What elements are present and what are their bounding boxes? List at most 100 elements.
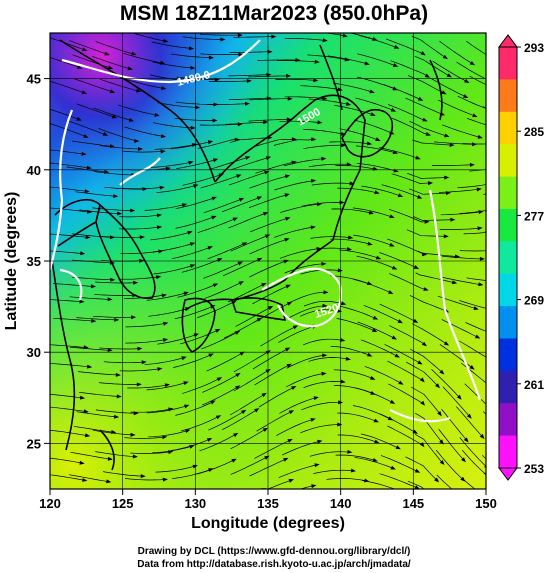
streamline-arrow	[91, 318, 97, 323]
streamline	[69, 40, 108, 55]
streamline-arrow	[235, 372, 241, 378]
streamline-arrow	[492, 109, 497, 113]
streamline	[466, 40, 486, 55]
streamline-arrow	[389, 242, 395, 247]
streamline	[202, 374, 239, 393]
streamline	[357, 53, 396, 67]
streamline	[50, 406, 86, 412]
streamline	[308, 357, 349, 362]
streamline	[387, 360, 423, 381]
streamline	[310, 236, 351, 239]
streamline	[441, 124, 481, 138]
streamline	[434, 141, 475, 145]
streamline	[462, 478, 476, 489]
colorbar-segment	[499, 306, 517, 339]
streamline-arrow	[437, 411, 442, 417]
streamline	[456, 406, 483, 438]
streamline	[156, 185, 196, 194]
streamline	[98, 128, 137, 142]
streamline-arrow	[109, 89, 116, 94]
streamline	[254, 139, 294, 147]
streamline	[360, 433, 399, 449]
streamline-arrow	[284, 238, 290, 242]
streamline	[286, 305, 325, 320]
streamline	[50, 207, 90, 213]
streamline-arrow	[81, 151, 87, 156]
streamline-arrow	[420, 400, 425, 406]
streamline	[202, 386, 238, 406]
streamline-arrow	[340, 301, 347, 306]
streamline-arrow	[394, 44, 400, 49]
streamline	[249, 260, 287, 278]
streamline-arrow	[237, 261, 243, 266]
streamline	[201, 331, 238, 350]
streamline-arrow	[106, 479, 112, 484]
streamline	[53, 283, 94, 287]
streamline-arrow	[156, 213, 162, 218]
streamline	[50, 108, 80, 120]
streamline-arrow	[311, 179, 317, 183]
streamline-arrow	[317, 439, 323, 444]
streamline	[492, 493, 528, 509]
streamline-arrow	[87, 364, 93, 369]
streamline	[441, 408, 467, 441]
streamline-arrow	[212, 118, 218, 123]
streamline	[181, 416, 219, 432]
streamline-arrow	[233, 432, 239, 438]
streamline	[118, 276, 159, 280]
streamline-arrow	[137, 346, 143, 351]
streamline-arrow	[428, 181, 434, 186]
streamline	[466, 277, 486, 281]
streamline	[405, 97, 443, 115]
streamline-arrow	[526, 156, 531, 160]
streamline-arrow	[245, 156, 251, 160]
streamline	[119, 368, 160, 372]
streamline	[249, 458, 286, 477]
streamline	[437, 503, 472, 522]
colorbar-segment	[499, 403, 517, 437]
streamline	[201, 492, 239, 504]
streamline	[73, 425, 114, 433]
streamline	[326, 478, 367, 482]
streamline-arrow	[107, 456, 113, 461]
streamline	[352, 405, 391, 420]
streamline	[74, 78, 113, 93]
streamline-arrow	[527, 94, 532, 98]
streamline-arrow	[424, 219, 430, 224]
streamline	[439, 227, 480, 230]
streamline-arrow	[364, 61, 370, 66]
height-contours	[50, 39, 482, 423]
streamline	[352, 207, 393, 218]
streamline	[230, 428, 266, 450]
streamline	[337, 412, 377, 422]
streamline	[50, 233, 88, 238]
streamline	[331, 208, 372, 214]
streamline-arrow	[107, 65, 114, 70]
streamline-arrow	[493, 519, 498, 523]
streamline-arrow	[82, 47, 88, 52]
streamline	[50, 457, 82, 464]
streamline	[483, 472, 486, 476]
streamline-arrow	[156, 275, 162, 280]
streamline-arrow	[392, 63, 399, 67]
streamline	[176, 159, 216, 169]
streamline-arrow	[284, 174, 291, 179]
streamline	[417, 250, 458, 257]
streamline-arrow	[130, 208, 136, 213]
contour-line	[119, 157, 161, 186]
streamline	[284, 158, 324, 167]
streamline-arrow	[377, 496, 382, 500]
streamline-arrow	[212, 158, 219, 163]
streamline	[299, 485, 314, 489]
streamline-arrow	[472, 142, 477, 147]
streamline	[441, 276, 481, 285]
contour-line	[50, 109, 74, 271]
streamline-arrow	[130, 432, 136, 437]
colorbar-segment	[499, 144, 517, 178]
streamline	[287, 291, 326, 304]
streamline	[127, 384, 168, 389]
streamline-arrow	[212, 283, 219, 288]
x-tick-label: 120	[39, 496, 61, 511]
wind-streamlines	[50, 33, 532, 523]
streamline-arrow	[342, 33, 348, 38]
